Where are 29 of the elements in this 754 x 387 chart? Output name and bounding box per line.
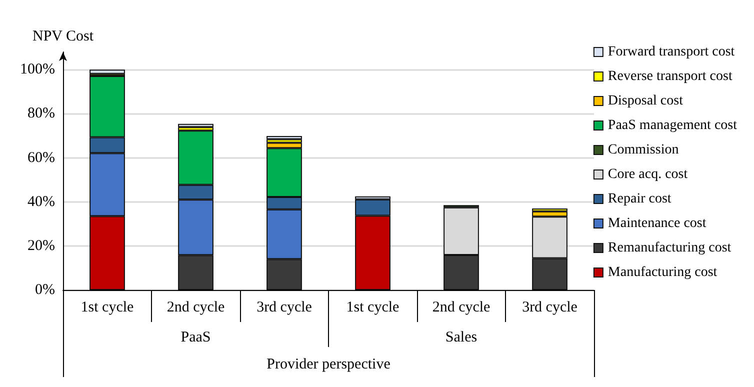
x-tick-label: 3rd cycle [256,300,312,316]
legend-label: Manufacturing cost [608,265,718,280]
legend-label: Maintenance cost [608,216,706,231]
bar [266,136,302,140]
y-tick-label: 0% [35,282,55,298]
x-tick-label: 1st cycle [346,300,400,316]
legend-label: Remanufacturing cost [608,240,732,256]
y-tick-label: 20% [28,238,55,254]
x-tick-label: 3rd cycle [522,300,578,316]
bar [90,70,125,74]
legend-label: Commission [608,142,679,158]
legend-label: Repair cost [608,192,672,206]
y-tick-label: 100% [20,62,55,78]
legend-label: Forward transport cost [608,44,735,60]
y-tick-label: 60% [28,150,55,166]
x-tick-label: 2nd cycle [432,300,491,316]
text: Sales [445,330,478,346]
legend-label: Reverse transport cost [608,69,732,84]
text: Provider perspective [266,356,391,372]
text: PaaS [180,330,211,346]
x-tick-label: 2nd cycle [166,300,226,316]
bar [178,124,214,128]
y-axis-title: NPV Cost [32,28,94,44]
legend-label: PaaS management cost [608,118,738,133]
y-tick-label: 80% [28,106,55,122]
x-tick-label: 1st cycle [80,300,134,316]
legend-label: Disposal cost [608,94,684,108]
y-tick-label: 40% [28,194,55,210]
legend-label: Core acq. cost [608,167,688,182]
